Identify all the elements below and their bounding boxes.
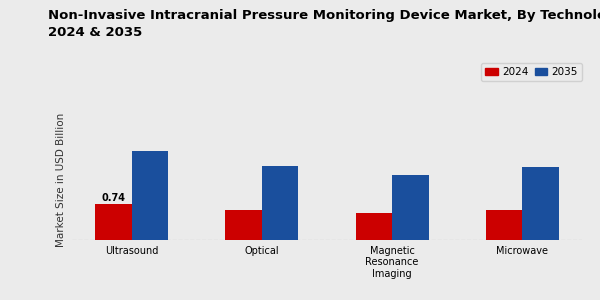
Legend: 2024, 2035: 2024, 2035: [481, 63, 582, 81]
Text: 0.74: 0.74: [101, 193, 125, 203]
Bar: [486, 210, 523, 240]
Bar: [226, 210, 262, 240]
Text: Non-Invasive Intracranial Pressure Monitoring Device Market, By Technology,
2024: Non-Invasive Intracranial Pressure Monit…: [48, 9, 600, 39]
Bar: [95, 205, 131, 240]
Bar: [523, 167, 559, 240]
Bar: [131, 151, 168, 240]
Y-axis label: Market Size in USD Billion: Market Size in USD Billion: [56, 113, 67, 247]
Bar: [262, 166, 298, 240]
Bar: [392, 175, 428, 240]
Bar: [356, 213, 392, 240]
